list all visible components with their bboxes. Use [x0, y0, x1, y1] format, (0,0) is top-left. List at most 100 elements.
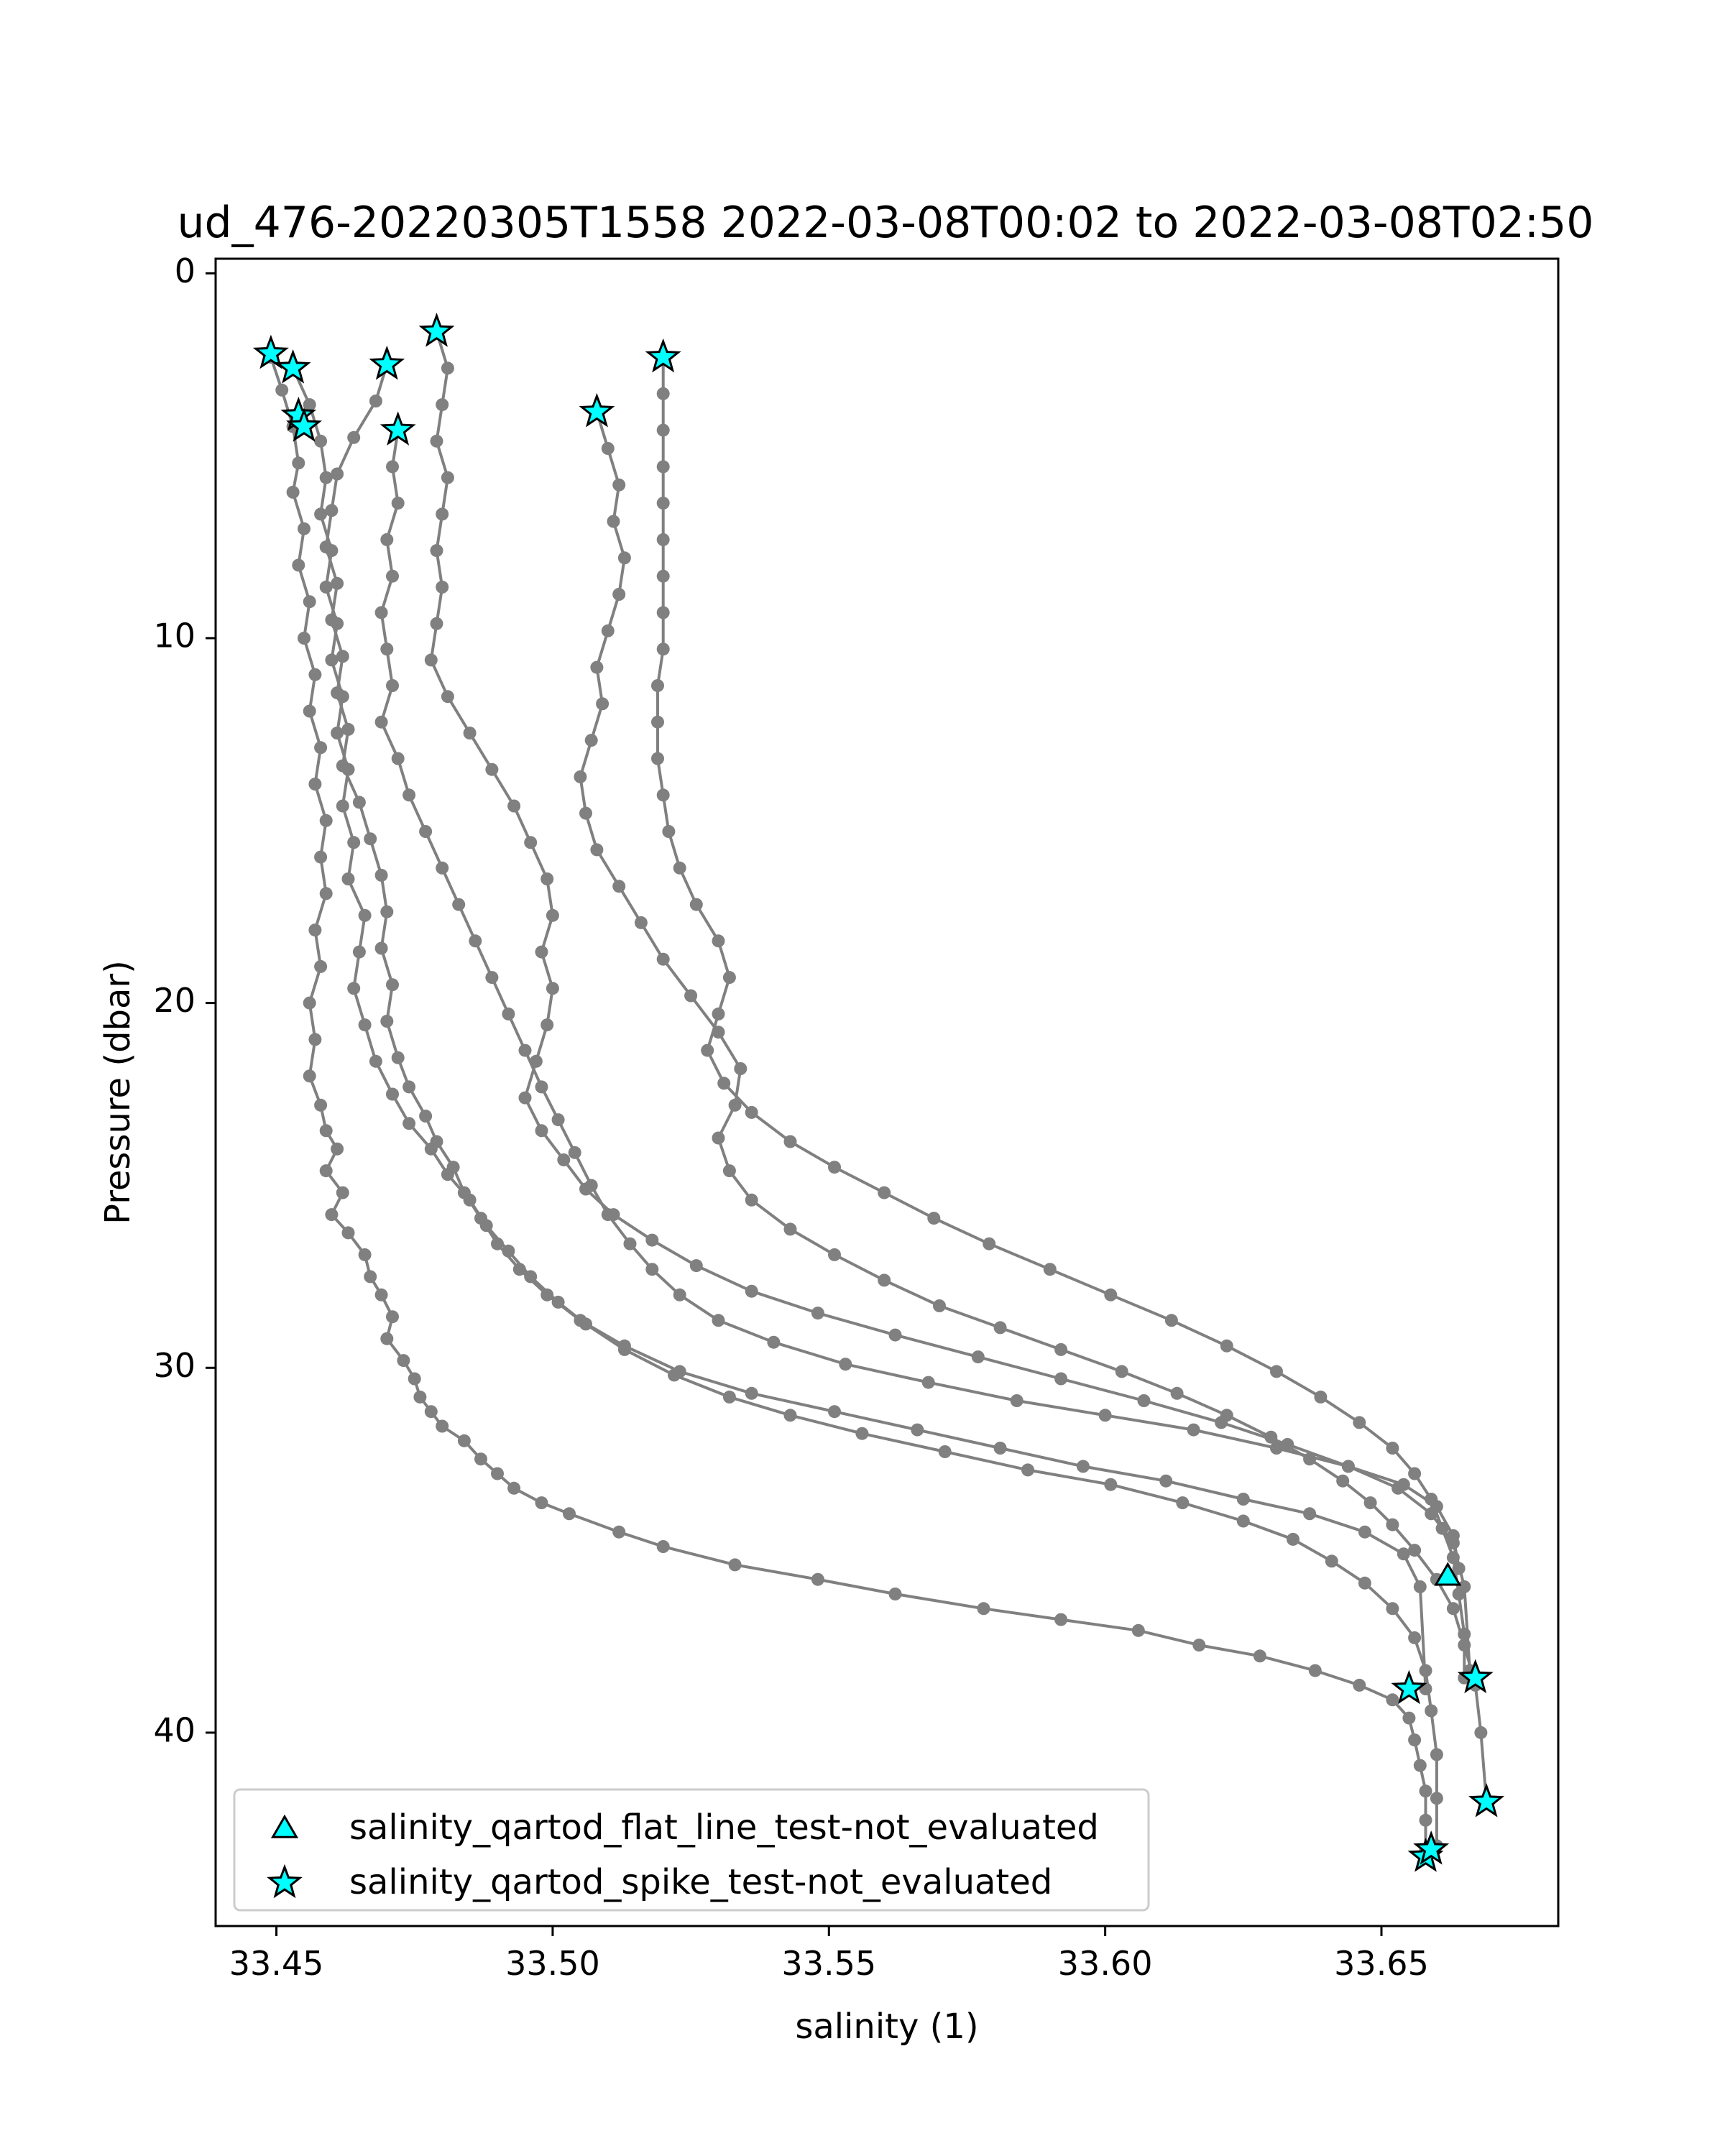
profile-point	[463, 727, 477, 740]
profile-point	[1402, 1711, 1416, 1725]
profile-point	[308, 923, 322, 937]
profile-point	[319, 887, 333, 900]
profile-point	[1010, 1394, 1024, 1407]
profile-point	[535, 1496, 548, 1510]
profile-point	[1358, 1525, 1371, 1539]
profile-point	[745, 1193, 758, 1207]
profile-point	[673, 1288, 686, 1302]
profile-point	[712, 1007, 725, 1021]
profile-point	[767, 1335, 781, 1349]
profile-point	[292, 558, 305, 572]
profile-point	[1353, 1416, 1366, 1429]
profile-point	[419, 1110, 433, 1123]
profile-point	[352, 796, 366, 809]
profile-point	[347, 982, 361, 995]
profile-point	[314, 1098, 328, 1112]
profile-point	[1264, 1430, 1278, 1444]
y-tick-label: 40	[153, 1710, 196, 1749]
profile-point	[507, 1481, 521, 1495]
profile-point	[1054, 1613, 1068, 1626]
profile-point	[441, 690, 454, 704]
profile-point	[1043, 1263, 1057, 1276]
legend: salinity_qartod_flat_line_test-not_evalu…	[233, 1788, 1150, 1912]
profile-point	[1458, 1627, 1471, 1641]
profile-point	[319, 1124, 333, 1138]
profile-point	[656, 788, 670, 802]
profile-point	[828, 1248, 841, 1261]
profile-point	[617, 1339, 631, 1353]
chart-title: ud_476-20220305T1558 2022-03-08T00:02 to…	[178, 198, 1594, 248]
profile-point	[352, 945, 366, 959]
profile-point	[1392, 1481, 1405, 1495]
profile-point	[452, 898, 466, 911]
profile-point	[402, 788, 416, 802]
profile-point	[783, 1409, 797, 1422]
profile-point	[1452, 1588, 1466, 1600]
y-tick-label: 0	[175, 252, 196, 290]
spike-flag-marker	[1391, 1669, 1427, 1705]
profile-point	[651, 679, 664, 692]
profile-point	[712, 934, 725, 948]
legend-label-spike: salinity_qartod_spike_test-not_evaluated	[349, 1862, 1052, 1902]
x-tick-label: 33.65	[1334, 1944, 1429, 1983]
legend-label-flat-line: salinity_qartod_flat_line_test-not_evalu…	[349, 1807, 1099, 1848]
profile-point	[1131, 1623, 1145, 1637]
profile-point	[446, 1161, 460, 1174]
profile-point	[828, 1405, 841, 1419]
profile-point	[512, 1263, 526, 1276]
profile-point	[314, 741, 328, 755]
profile-point	[303, 398, 316, 412]
profile-point	[319, 1164, 333, 1178]
profile-point	[612, 478, 626, 492]
profile-point	[507, 799, 521, 813]
profile-point	[888, 1588, 902, 1600]
legend-star-icon	[267, 1864, 303, 1899]
profile-point	[308, 1033, 322, 1046]
profile-point	[1430, 1792, 1443, 1805]
profile-point	[1220, 1339, 1233, 1353]
profile-point	[518, 1044, 532, 1057]
profile-point	[612, 880, 626, 893]
profile-point	[275, 383, 289, 397]
profile-point	[712, 1314, 725, 1327]
profile-point	[436, 398, 449, 412]
profile-point	[502, 1007, 515, 1021]
profile-point	[1358, 1576, 1371, 1590]
profile-point	[1425, 1493, 1438, 1506]
profile-point	[336, 759, 349, 773]
profile-point	[314, 959, 328, 973]
profile-point	[457, 1186, 471, 1199]
profile-point	[1253, 1649, 1266, 1663]
profile-point	[574, 1314, 587, 1327]
profile-point	[1413, 1580, 1427, 1593]
profile-point	[424, 653, 438, 667]
profile-point	[347, 836, 361, 849]
profile-point	[783, 1135, 797, 1148]
y-tick-label: 20	[153, 981, 196, 1020]
profile-point	[331, 686, 344, 700]
profile-point	[1408, 1733, 1422, 1747]
profile-point	[331, 467, 344, 481]
profile-point	[1104, 1288, 1118, 1302]
profile-point	[402, 1080, 416, 1094]
spike-flag-marker	[380, 411, 416, 446]
profile-point	[380, 642, 394, 656]
profile-point	[303, 996, 316, 1010]
profile-point	[651, 752, 664, 765]
profile-point	[1236, 1493, 1250, 1506]
profile-point	[927, 1212, 941, 1225]
profile-point	[689, 1259, 703, 1273]
profile-point	[436, 861, 449, 875]
profile-point	[364, 832, 377, 846]
profile-point	[1021, 1463, 1034, 1477]
profile-point	[601, 442, 615, 455]
profile-point	[303, 595, 316, 609]
profile-point	[977, 1602, 990, 1616]
profile-point	[1270, 1442, 1283, 1455]
profile-point	[1115, 1365, 1128, 1378]
profile-point	[535, 1080, 548, 1094]
profile-point	[529, 1054, 543, 1068]
profile-point	[518, 1091, 532, 1105]
profile-point	[374, 941, 388, 955]
